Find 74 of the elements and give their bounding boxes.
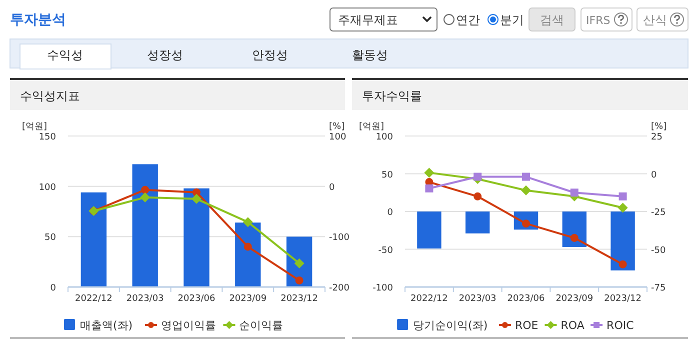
y2-tick-label: -50	[651, 246, 666, 256]
x-tick-label: 2022/12	[75, 294, 112, 304]
text: 활동성	[352, 48, 388, 62]
legend-label: 당기순이익(좌)	[413, 319, 488, 332]
y2-axis-title: [%]	[651, 122, 667, 132]
point	[141, 186, 150, 194]
y-axis-title: [억원]	[22, 122, 48, 132]
y2-tick-label: 25	[651, 132, 662, 142]
y-tick-label: 50	[382, 170, 394, 180]
x-tick-label: 2023/03	[126, 294, 164, 304]
text: 산식	[643, 13, 667, 27]
legend-label: 순이익률	[239, 319, 284, 332]
text: IFRS	[586, 14, 610, 27]
point	[474, 172, 482, 181]
point	[295, 276, 304, 284]
bar	[132, 164, 158, 287]
y2-tick-label: 0	[329, 182, 335, 193]
y2-tick-label: 0	[651, 170, 657, 180]
point	[618, 192, 627, 200]
y-tick-label: -50	[378, 246, 394, 256]
y-tick-label: -100	[372, 284, 394, 294]
point	[618, 202, 628, 213]
legend-label: ROA	[560, 319, 585, 332]
chart-title: 수익성지표	[20, 89, 80, 103]
legend-label: 영업이익률	[160, 319, 216, 332]
point	[244, 242, 252, 251]
y-axis-title: [억원]	[359, 122, 384, 132]
point	[192, 194, 202, 204]
point	[521, 185, 531, 196]
point	[425, 184, 434, 192]
bar	[235, 222, 261, 287]
text: 주재무제표	[338, 13, 398, 27]
y2-tick-label: -75	[651, 284, 666, 294]
y-tick-label: 100	[376, 132, 394, 142]
point	[570, 234, 578, 242]
text: 검색	[540, 13, 564, 27]
text: 투자분석	[10, 12, 66, 28]
point	[474, 192, 482, 200]
y2-tick-label: -200	[329, 284, 350, 294]
point	[140, 192, 150, 202]
y-tick-label: 100	[38, 182, 56, 193]
chart-title: 투자수익률	[362, 89, 422, 103]
point	[242, 217, 253, 228]
point	[294, 258, 304, 268]
y-tick-label: 0	[387, 208, 394, 218]
point	[522, 172, 530, 181]
y2-tick-label: -100	[329, 233, 350, 244]
x-tick-label: 2023/09	[556, 294, 594, 304]
x-tick-label: 2023/12	[604, 294, 642, 304]
legend-label: 매출액(좌)	[80, 319, 133, 332]
x-tick-label: 2023/06	[178, 294, 216, 304]
bar	[184, 188, 210, 287]
y-tick-label: 0	[50, 284, 56, 294]
y-tick-label: 50	[44, 233, 56, 244]
legend-label: ROIC	[606, 319, 634, 332]
x-tick-label: 2023/12	[280, 294, 318, 304]
y2-axis-title: [%]	[329, 122, 345, 132]
point	[424, 168, 434, 178]
y2-tick-label: 100	[329, 132, 346, 142]
text: 수익성	[47, 48, 83, 62]
bar	[80, 192, 107, 287]
x-tick-label: 2023/03	[458, 294, 496, 304]
point	[618, 260, 627, 268]
point	[570, 188, 578, 197]
x-tick-label: 2023/09	[229, 294, 267, 304]
text: 안정성	[252, 48, 288, 62]
text: 분기	[500, 13, 524, 27]
x-tick-label: 2023/06	[507, 294, 545, 304]
y-tick-label: 150	[38, 132, 56, 142]
text: 연간	[456, 13, 480, 27]
x-tick-label: 2022/12	[410, 294, 448, 304]
y2-tick-label: -25	[651, 208, 666, 218]
text: 성장성	[147, 48, 183, 62]
legend-label: ROE	[514, 319, 538, 332]
